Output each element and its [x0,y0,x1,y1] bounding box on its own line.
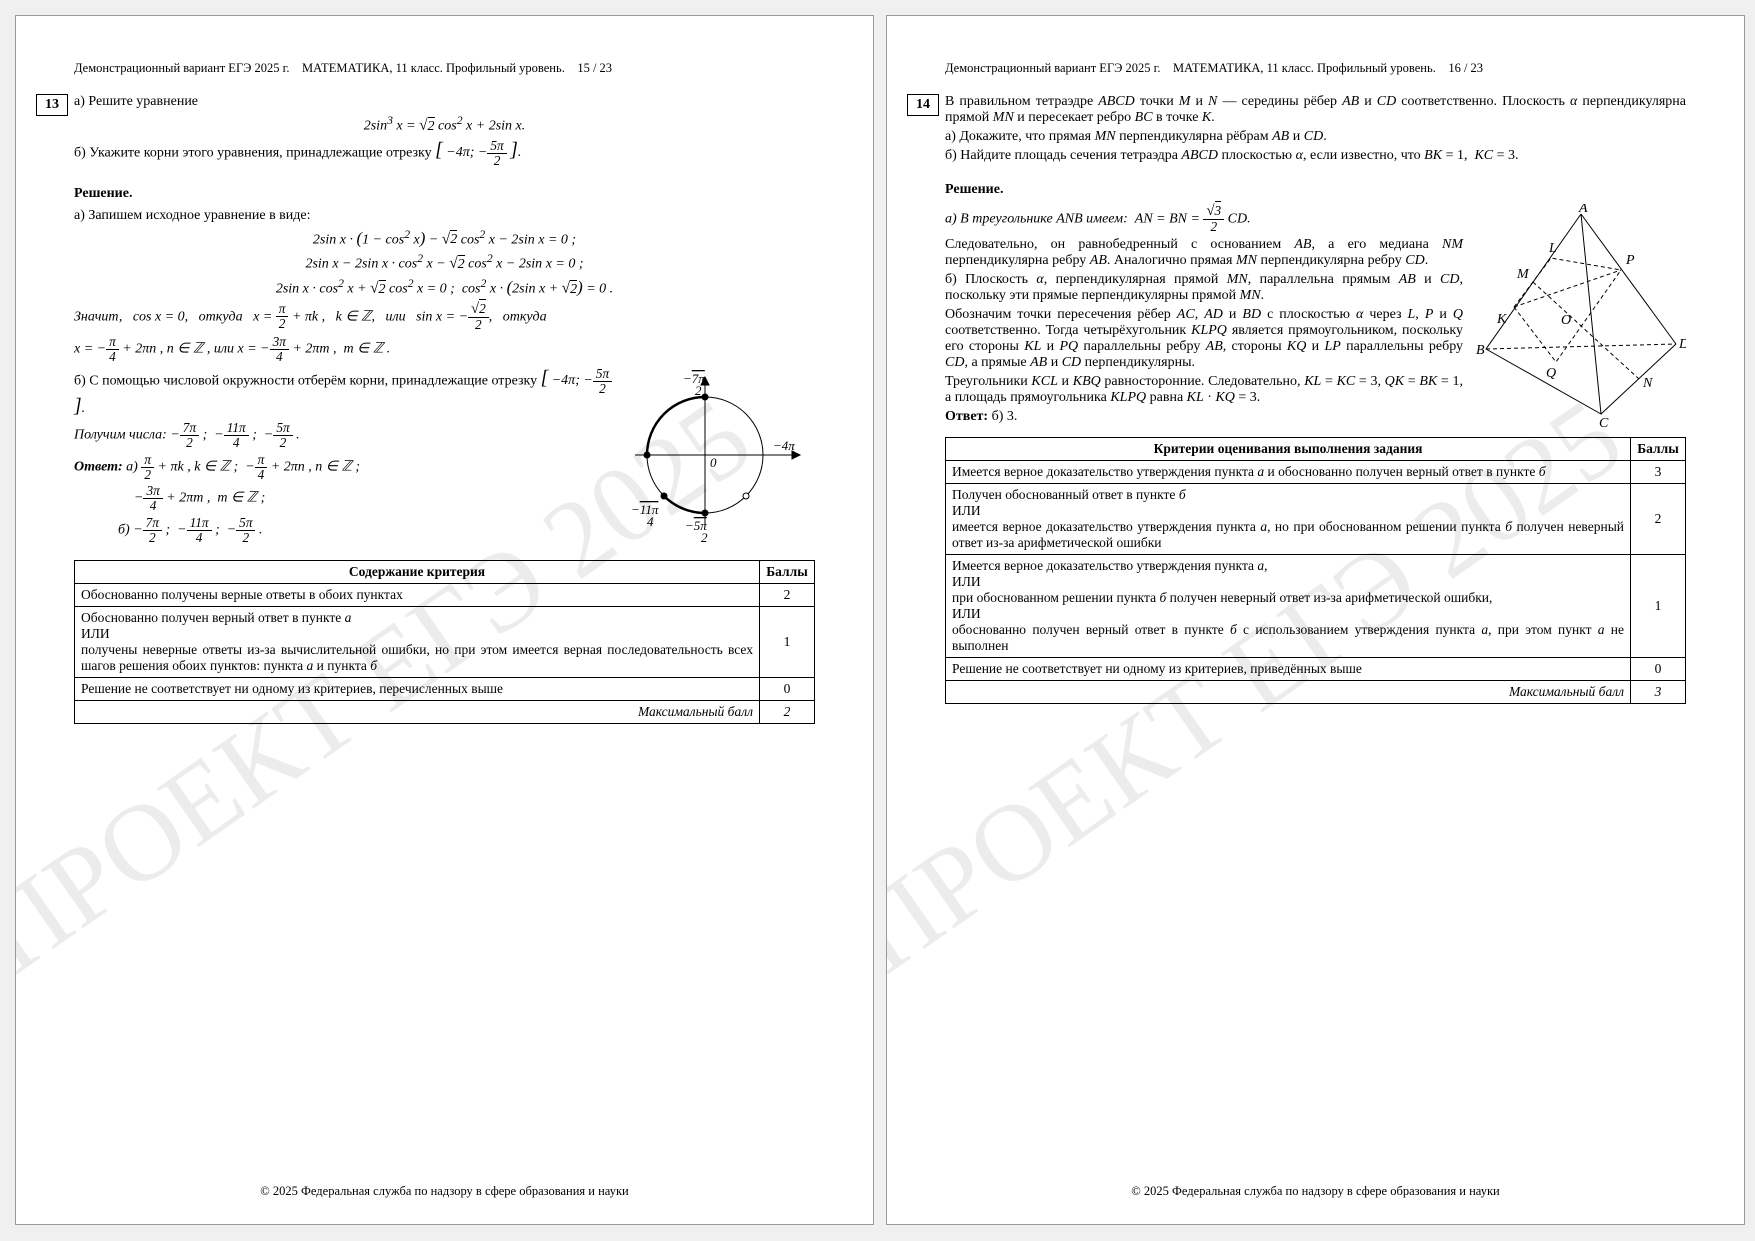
tetra-label: D [1678,337,1686,352]
task-number-box: 14 [907,94,939,116]
task-b-label: б) Укажите корни этого уравнения, принад… [74,145,435,160]
circle-label: 2 [695,383,702,398]
header-pageno: 15 / 23 [577,61,612,75]
header-prefix: Демонстрационный вариант ЕГЭ 2025 г. [945,61,1161,75]
tetra-label: C [1599,416,1609,429]
circle-label: 2 [701,530,708,542]
table-row: Максимальный балл 3 [946,681,1686,704]
page-right: ПРОЕКТ ЕГЭ 2025 Демонстрационный вариант… [886,15,1745,1225]
circle-label: 4 [647,514,654,529]
header-pageno: 16 / 23 [1448,61,1483,75]
task14-statement: В правильном тетраэдре ABCD точки M и N … [945,94,1686,126]
tetra-label: O [1561,313,1571,328]
rubric-table: Содержание критерия Баллы Обоснованно по… [74,560,815,724]
page-footer: © 2025 Федеральная служба по надзору в с… [16,1184,873,1199]
tetra-label: K [1496,312,1507,327]
table-row: Обоснованно получены верные ответы в обо… [75,584,815,607]
x-solutions-line: x = −π4 + 2πn , n ∈ ℤ , или x = −3π4 + 2… [74,335,815,364]
table-row: Решение не соответствует ни одному из кр… [946,658,1686,681]
task-b-line: б) Укажите корни этого уравнения, принад… [74,139,815,168]
page-header: Демонстрационный вариант ЕГЭ 2025 г. МАТ… [945,61,1686,76]
circle-label: −4π [773,438,795,453]
table-row: Решение не соответствует ни одному из кр… [75,678,815,701]
table-row: Получен обоснованный ответ в пункте бИЛИ… [946,484,1686,555]
eq-line-1: 2sin x · (1 − cos2 x) − √2 cos2 x − 2sin… [74,228,815,249]
solution-heading: Решение. [945,182,1686,198]
rubric-col-criteria: Содержание критерия [75,561,760,584]
task14-b: б) Найдите площадь сечения тетраэдра ABC… [945,148,1686,164]
tetra-label: P [1625,253,1635,268]
tetra-label: L [1548,241,1557,256]
sol-a-intro: а) Запишем исходное уравнение в виде: [74,208,815,224]
eq-line-2: 2sin x − 2sin x · cos2 x − √2 cos2 x − 2… [74,252,815,273]
tetra-label: Q [1546,366,1556,381]
task-number-box: 13 [36,94,68,116]
task-b-interval: [ −4π; −5π2 ]. [435,145,521,160]
rubric-col-criteria: Критерии оценивания выполнения задания [946,438,1631,461]
tetrahedron-figure: A B C D M N K L P Q O [1471,204,1686,429]
tetra-label: B [1476,343,1485,358]
circle-label: −11π [631,502,659,517]
sol-b-line1: б) Плоскость α, перпендикулярная прямой … [945,272,1466,304]
page-left: ПРОЕКТ ЕГЭ 2025 Демонстрационный вариант… [15,15,874,1225]
header-subject: МАТЕМАТИКА, 11 класс. Профильный уровень… [302,61,565,75]
page-header: Демонстрационный вариант ЕГЭ 2025 г. МАТ… [74,61,815,76]
rubric-col-points: Баллы [1631,438,1686,461]
eq-line-3: 2sin x · cos2 x + √2 cos2 x = 0 ; cos2 x… [74,277,815,298]
unit-circle-figure: −7π 2 −4π 0 −11π 4 −5π 2 [625,367,815,542]
tetra-label: A [1578,204,1588,216]
znachit-line: Значит, cos x = 0, откуда x = π2 + πk , … [74,302,815,332]
circle-label: 0 [710,455,717,470]
header-prefix: Демонстрационный вариант ЕГЭ 2025 г. [74,61,290,75]
tetra-label: N [1642,376,1653,391]
main-equation: 2sin3 x = √2 cos2 x + 2sin x. [74,114,815,135]
table-row: Имеется верное доказательство утверждени… [946,461,1686,484]
table-row: Максимальный балл 2 [75,701,815,724]
solution-heading: Решение. [74,186,815,202]
page-spread: ПРОЕКТ ЕГЭ 2025 Демонстрационный вариант… [15,15,1745,1225]
task14-a: а) Докажите, что прямая MN перпендикуляр… [945,129,1686,145]
page-footer: © 2025 Федеральная служба по надзору в с… [887,1184,1744,1199]
sol-a-line2: Следовательно, он равнобедренный с основ… [945,237,1466,269]
table-row: Имеется верное доказательство утверждени… [946,555,1686,658]
rubric-table: Критерии оценивания выполнения задания Б… [945,437,1686,704]
rubric-col-points: Баллы [760,561,815,584]
tetra-label: M [1516,267,1530,282]
header-subject: МАТЕМАТИКА, 11 класс. Профильный уровень… [1173,61,1436,75]
task-a-label: а) Решите уравнение [74,94,815,110]
table-row: Обоснованно получен верный ответ в пункт… [75,607,815,678]
